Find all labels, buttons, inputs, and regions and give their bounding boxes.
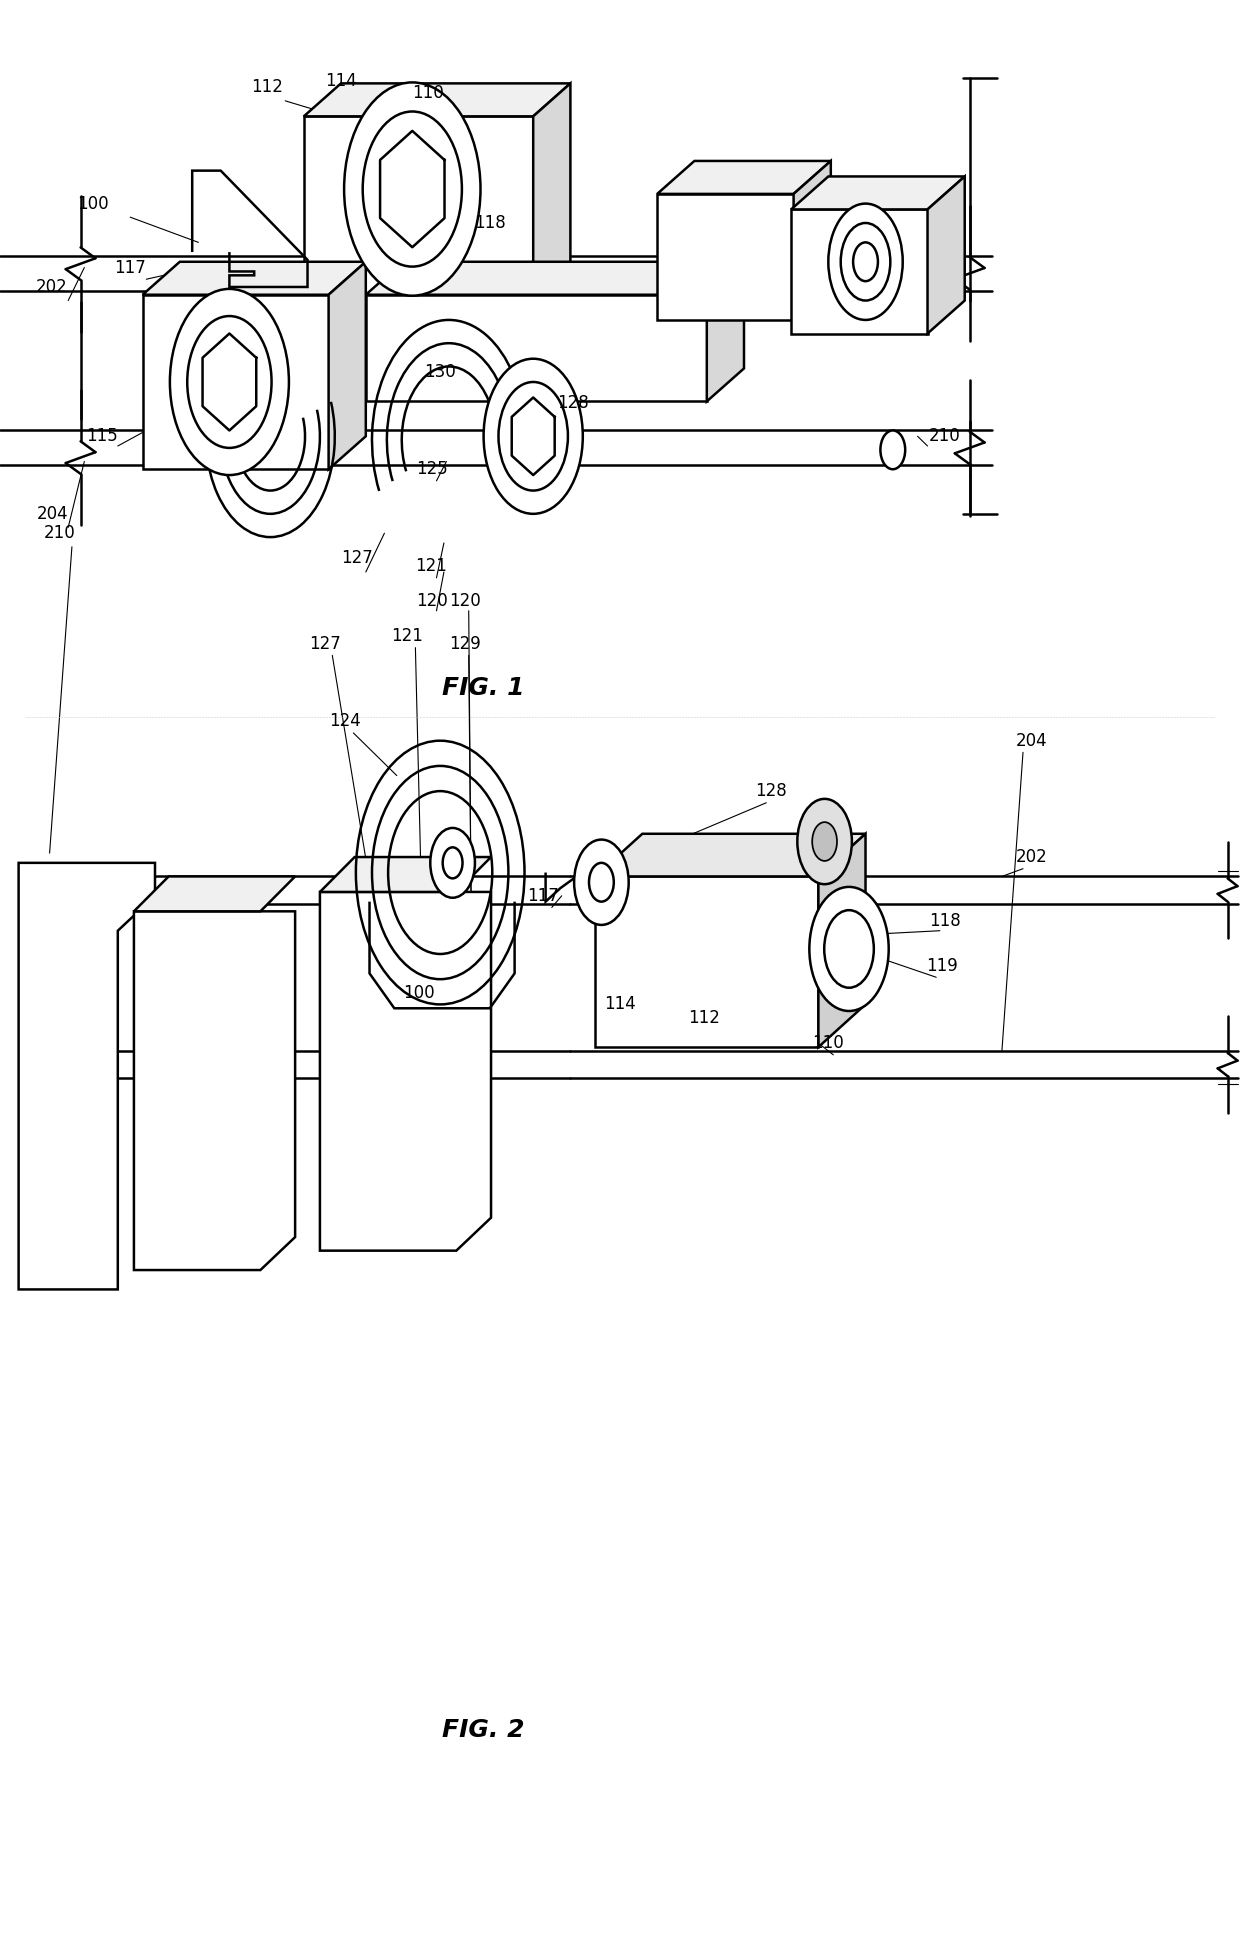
Text: FIG. 1: FIG. 1 bbox=[443, 677, 525, 700]
Polygon shape bbox=[19, 863, 155, 1289]
Text: 117: 117 bbox=[114, 258, 146, 277]
Text: 112: 112 bbox=[250, 78, 283, 97]
Circle shape bbox=[825, 909, 874, 987]
Polygon shape bbox=[928, 176, 965, 334]
Text: 110: 110 bbox=[812, 1033, 844, 1053]
Polygon shape bbox=[329, 262, 366, 469]
Text: 120: 120 bbox=[449, 591, 481, 611]
Circle shape bbox=[484, 359, 583, 514]
Circle shape bbox=[443, 847, 463, 878]
Polygon shape bbox=[707, 262, 744, 401]
Circle shape bbox=[362, 111, 463, 268]
Text: 121: 121 bbox=[391, 626, 423, 646]
Text: FIG. 2: FIG. 2 bbox=[443, 1718, 525, 1741]
Text: 114: 114 bbox=[325, 72, 357, 91]
Text: 204: 204 bbox=[1016, 731, 1048, 750]
Polygon shape bbox=[366, 295, 707, 401]
Circle shape bbox=[498, 382, 568, 491]
Text: 202: 202 bbox=[36, 277, 68, 297]
Text: 100: 100 bbox=[77, 194, 109, 213]
Polygon shape bbox=[657, 194, 794, 320]
Text: 112: 112 bbox=[688, 1008, 720, 1028]
Text: 117: 117 bbox=[527, 886, 559, 906]
Circle shape bbox=[170, 289, 289, 475]
Text: 127: 127 bbox=[309, 634, 341, 653]
Text: 124: 124 bbox=[329, 712, 361, 731]
Polygon shape bbox=[791, 209, 928, 334]
Polygon shape bbox=[143, 295, 329, 469]
Text: 210: 210 bbox=[929, 427, 961, 446]
Polygon shape bbox=[657, 161, 831, 194]
Text: 114: 114 bbox=[604, 995, 636, 1014]
Text: 127: 127 bbox=[341, 549, 373, 568]
Polygon shape bbox=[134, 911, 295, 1270]
Polygon shape bbox=[818, 834, 866, 1047]
Circle shape bbox=[345, 81, 481, 295]
Polygon shape bbox=[304, 83, 570, 116]
Circle shape bbox=[589, 863, 614, 902]
Text: 118: 118 bbox=[929, 911, 961, 931]
Text: 129: 129 bbox=[449, 634, 481, 653]
Text: 120: 120 bbox=[415, 591, 448, 611]
Circle shape bbox=[841, 223, 890, 301]
Polygon shape bbox=[320, 857, 491, 892]
Text: 130: 130 bbox=[424, 363, 456, 382]
Text: 115: 115 bbox=[86, 427, 118, 446]
Circle shape bbox=[880, 430, 905, 469]
Text: 128: 128 bbox=[755, 781, 787, 801]
Polygon shape bbox=[304, 116, 533, 301]
Text: 210: 210 bbox=[43, 524, 76, 543]
Polygon shape bbox=[595, 834, 866, 876]
Circle shape bbox=[810, 886, 889, 1010]
Circle shape bbox=[187, 316, 272, 448]
Circle shape bbox=[430, 828, 475, 898]
Text: 125: 125 bbox=[415, 460, 448, 479]
Polygon shape bbox=[791, 176, 965, 209]
Circle shape bbox=[797, 799, 852, 884]
Polygon shape bbox=[320, 892, 491, 1251]
Circle shape bbox=[574, 840, 629, 925]
Text: 204: 204 bbox=[36, 504, 68, 524]
Polygon shape bbox=[595, 876, 818, 1047]
Text: 118: 118 bbox=[474, 213, 506, 233]
Circle shape bbox=[828, 204, 903, 320]
Text: 100: 100 bbox=[403, 983, 435, 1002]
Polygon shape bbox=[533, 83, 570, 301]
Text: 110: 110 bbox=[412, 83, 444, 103]
Circle shape bbox=[812, 822, 837, 861]
Circle shape bbox=[853, 242, 878, 281]
Polygon shape bbox=[366, 262, 744, 295]
Text: 119: 119 bbox=[926, 956, 959, 975]
Polygon shape bbox=[134, 876, 295, 911]
Text: 202: 202 bbox=[1016, 847, 1048, 867]
Text: 128: 128 bbox=[557, 394, 589, 413]
Text: 121: 121 bbox=[415, 556, 448, 576]
Polygon shape bbox=[794, 161, 831, 320]
Polygon shape bbox=[143, 262, 366, 295]
